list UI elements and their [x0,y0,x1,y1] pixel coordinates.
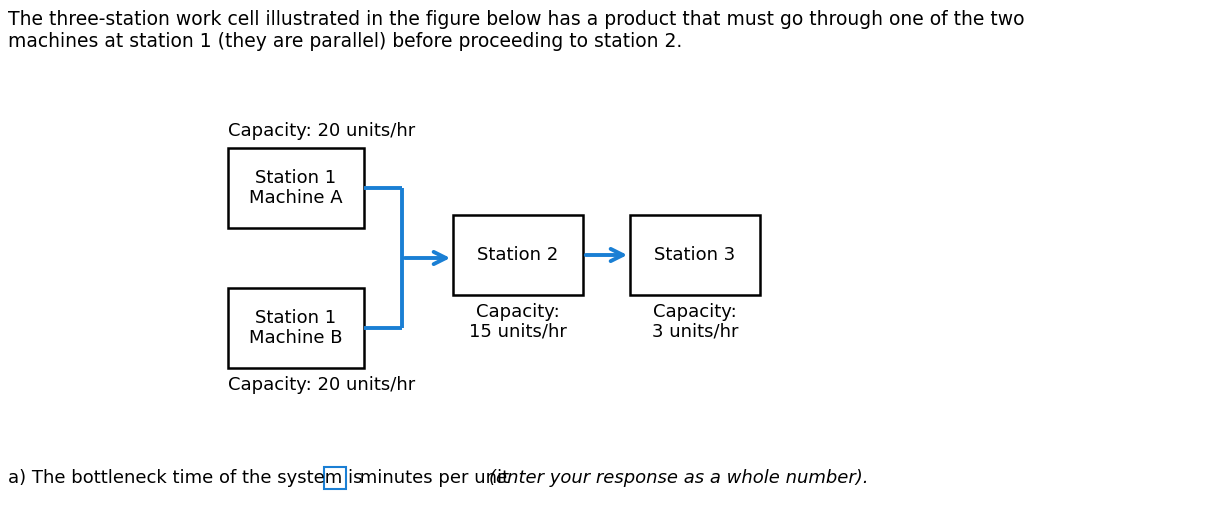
Bar [228,288,364,368]
Text: The three-station work cell illustrated in the figure below has a product that m: The three-station work cell illustrated … [9,10,1025,29]
Text: Station 2: Station 2 [477,246,558,264]
Text: 15 units/hr: 15 units/hr [469,323,567,341]
Text: machines at station 1 (they are parallel) before proceeding to station 2.: machines at station 1 (they are parallel… [9,32,683,51]
Bar [228,148,364,228]
Bar [630,215,760,295]
Text: Capacity:: Capacity: [653,303,737,321]
Bar [323,467,346,489]
Text: 3 units/hr: 3 units/hr [652,323,738,341]
Text: Station 1
Machine A: Station 1 Machine A [250,168,343,207]
Text: Capacity: 20 units/hr: Capacity: 20 units/hr [228,122,416,140]
Bar [453,215,583,295]
Text: a) The bottleneck time of the system is: a) The bottleneck time of the system is [9,469,368,487]
Text: Capacity:: Capacity: [476,303,560,321]
Text: Capacity: 20 units/hr: Capacity: 20 units/hr [228,376,416,394]
Text: minutes per unit: minutes per unit [354,469,515,487]
Text: (enter your response as a whole number).: (enter your response as a whole number). [490,469,868,487]
Text: Station 3: Station 3 [654,246,736,264]
Text: Station 1
Machine B: Station 1 Machine B [250,308,343,347]
